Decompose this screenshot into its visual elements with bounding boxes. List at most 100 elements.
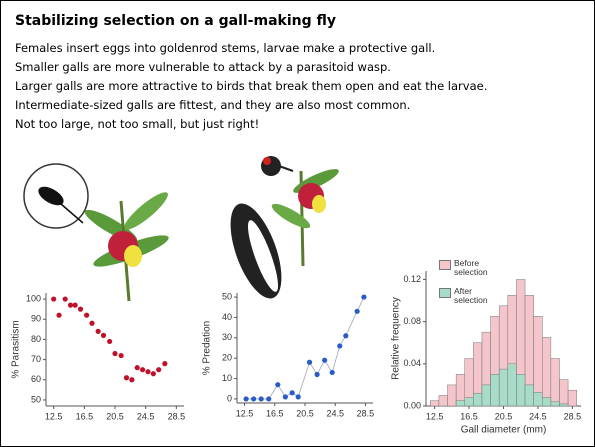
- point: [289, 390, 295, 396]
- y-tick-label: 0: [227, 393, 232, 403]
- x-tick-label: 20.5: [106, 411, 124, 421]
- histogram-bar: [447, 384, 457, 407]
- histogram-bar: [567, 389, 577, 407]
- text-line: Larger galls are more attractive to bird…: [15, 79, 488, 93]
- y-tick-label: 0.12: [403, 274, 421, 284]
- histogram-bar: [455, 400, 465, 407]
- point: [150, 371, 156, 377]
- point: [95, 328, 101, 334]
- point: [243, 396, 249, 402]
- histogram-bar: [559, 379, 569, 407]
- point: [162, 361, 168, 367]
- histogram-bar: [559, 403, 569, 407]
- histogram-bar: [490, 374, 500, 407]
- histogram-bar: [533, 392, 543, 407]
- x-tick-label: 20.5: [296, 408, 314, 418]
- point: [72, 302, 78, 308]
- point: [84, 312, 90, 318]
- point: [337, 343, 343, 349]
- histogram-bar: [481, 384, 491, 407]
- y-axis-label: Relative frequency: [391, 297, 402, 380]
- histogram-bar: [473, 393, 483, 407]
- point: [258, 396, 264, 402]
- point: [62, 296, 68, 302]
- y-tick-label: 100: [26, 293, 41, 303]
- point: [306, 359, 313, 365]
- point: [134, 365, 140, 371]
- point: [67, 302, 74, 308]
- y-tick-label: 60: [31, 374, 41, 384]
- point: [354, 308, 360, 314]
- point: [100, 332, 107, 338]
- histogram-bar: [550, 358, 560, 407]
- wasp-illustration: [23, 163, 169, 302]
- x-tick-label: 28.5: [357, 408, 375, 418]
- point: [107, 338, 113, 345]
- histogram-bar: [438, 395, 448, 407]
- x-tick-label: 16.5: [460, 411, 478, 421]
- text-line: Smaller galls are more vulnerable to att…: [15, 60, 391, 74]
- y-tick-label: 70: [31, 354, 41, 364]
- x-tick-label: 16.5: [266, 408, 284, 418]
- trend-line: [246, 296, 365, 400]
- y-tick-label: 50: [222, 291, 232, 301]
- legend-label: Before selection: [454, 258, 488, 277]
- point: [156, 367, 162, 373]
- point: [275, 382, 281, 388]
- x-tick-label: 24.5: [529, 411, 547, 421]
- point: [129, 377, 135, 383]
- histogram-bar: [464, 397, 474, 407]
- point: [118, 352, 124, 359]
- slide-title: Stabilizing selection on a gall-making f…: [15, 13, 336, 29]
- point: [266, 396, 272, 402]
- point: [282, 394, 288, 400]
- point: [140, 367, 146, 373]
- y-tick-label: 50: [31, 394, 41, 404]
- x-tick-label: 28.5: [564, 411, 582, 421]
- legend-swatch: [439, 288, 451, 298]
- text-line: Not too large, not too small, but just r…: [15, 117, 260, 131]
- x-tick-label: 12.5: [45, 411, 63, 421]
- point: [56, 312, 62, 318]
- y-tick-label: 90: [31, 314, 41, 324]
- y-axis-label: % Parasitism: [11, 320, 22, 378]
- y-tick-label: 40: [222, 312, 232, 322]
- woodpecker-illustration: [230, 156, 339, 299]
- histogram-bar: [542, 397, 552, 407]
- point: [314, 371, 320, 378]
- y-tick-label: 20: [222, 353, 232, 363]
- x-tick-label: 12.5: [236, 408, 254, 418]
- point: [295, 394, 301, 400]
- point: [343, 333, 349, 339]
- x-tick-label: 20.5: [495, 411, 513, 421]
- point: [123, 375, 130, 381]
- point: [89, 320, 95, 326]
- x-tick-label: 24.5: [137, 411, 155, 421]
- y-tick-label: 0.08: [403, 316, 421, 326]
- point: [322, 357, 328, 363]
- histogram-bar: [550, 401, 560, 407]
- point: [51, 296, 57, 302]
- x-axis-label: Gall diameter (mm): [461, 425, 547, 436]
- x-tick-label: 28.5: [168, 411, 186, 421]
- legend-label: After selection: [454, 286, 488, 305]
- histogram-bar: [430, 400, 440, 407]
- text-line: Females insert eggs into goldenrod stems…: [15, 41, 436, 55]
- y-axis-label: % Predation: [202, 321, 213, 375]
- y-tick-label: 0.04: [403, 358, 421, 368]
- y-tick-label: 30: [222, 332, 232, 342]
- histogram-bar: [507, 363, 517, 407]
- point: [145, 369, 151, 375]
- x-tick-label: 16.5: [76, 411, 94, 421]
- text-line: Intermediate-sized galls are fittest, an…: [15, 98, 411, 112]
- y-tick-label: 80: [31, 334, 41, 344]
- y-tick-label: 10: [222, 373, 232, 383]
- point: [112, 350, 118, 357]
- histogram-bar: [498, 368, 509, 407]
- point: [361, 294, 367, 300]
- histogram-bar: [524, 384, 534, 407]
- histogram-bar: [542, 337, 552, 407]
- point: [77, 306, 84, 312]
